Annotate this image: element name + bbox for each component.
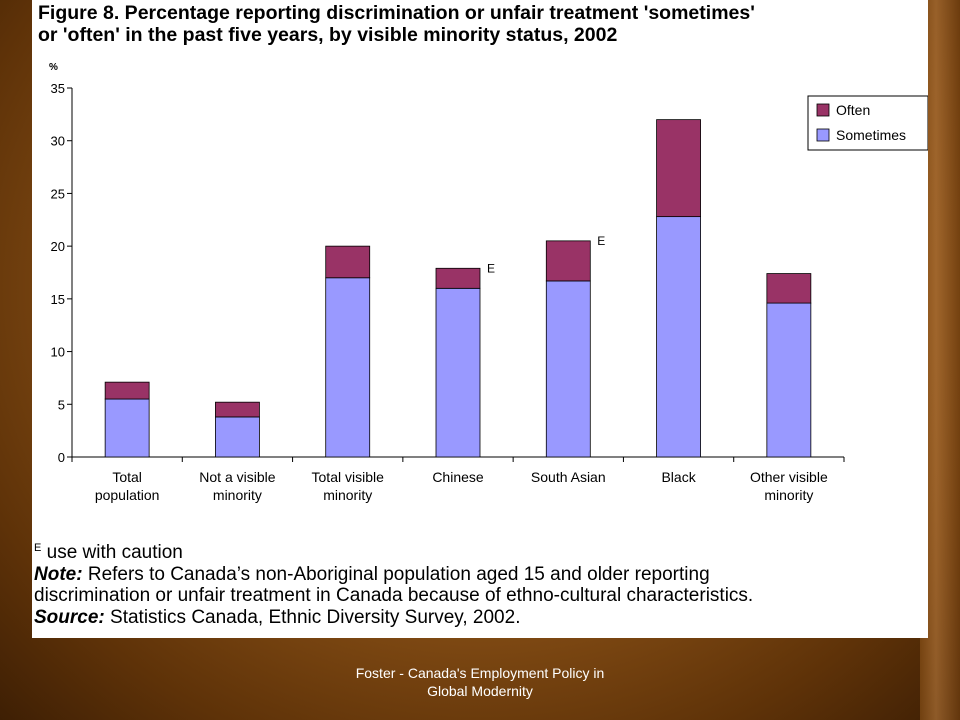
figure-title-line-1: Figure 8. Percentage reporting discrimin… [38,2,755,24]
y-tick-label: 10 [51,345,65,360]
legend-label-often: Often [836,102,870,118]
y-tick-label: 30 [51,134,65,149]
bar-often [435,267,481,289]
note-line-2: discrimination or unfair treatment in Ca… [34,585,754,606]
source-line: Source: Statistics Canada, Ethnic Divers… [34,607,926,629]
bar-often [656,119,701,218]
bar-sometimes [545,280,591,458]
figure-title-line-2: or 'often' in the past five years, by vi… [38,24,618,46]
legend-swatch-often [816,103,830,117]
bar-often [545,240,591,282]
bar-sometimes [104,398,150,458]
note-label: Note: [34,563,83,585]
bar-sometimes [325,277,371,458]
x-tick-label: minority [213,487,262,503]
figure-panel: Figure 8. Percentage reporting discrimin… [32,0,928,638]
legend-swatch-sometimes [816,128,830,142]
x-tick-label: Not a visible [199,469,275,485]
y-tick-label: 15 [51,292,65,307]
x-tick-label: Black [661,469,696,485]
caution-line: E use with caution [34,538,926,564]
x-tick-label: South Asian [531,469,606,485]
figure-title: Figure 8. Percentage reporting discrimin… [38,2,918,46]
y-tick-label: 25 [51,186,65,201]
figure-notes: E use with caution Note: Refers to Canad… [34,538,926,628]
caution-text: use with caution [41,542,183,563]
note-line-1: Note: Refers to Canada’s non-Aboriginal … [34,564,926,586]
source-text: Statistics Canada, Ethnic Diversity Surv… [104,606,521,628]
x-tick-label: Total visible [312,469,385,485]
bar-often [325,245,371,279]
slide-footer: Foster - Canada's Employment Policy in G… [320,664,640,700]
y-tick-label: 35 [51,81,65,96]
y-axis-unit-label: % [49,62,58,73]
x-tick-label: minority [323,487,372,503]
bar-often [104,381,150,400]
footer-line-1: Foster - Canada's Employment Policy in [355,665,605,681]
footer-line-2: Global Modernity [427,683,533,699]
bar-often [766,273,812,304]
y-tick-label: 20 [51,239,65,254]
bar-sometimes [435,287,481,458]
bar-sometimes [766,302,812,458]
x-tick-label: Total [112,469,142,485]
source-label: Source: [34,606,105,628]
bar-sometimes [656,216,701,458]
x-tick-label: population [95,487,160,503]
stacked-bar-chart: % 0 5 10 15 20 25 30 35 Total population Not a visi… [49,62,928,503]
note-text-1: Refers to Canada’s non-Aboriginal popula… [82,563,710,585]
x-tick-label: Chinese [432,469,484,485]
x-tick-label: Other visible [750,469,828,485]
y-tick-label: 0 [58,450,65,465]
estimate-flag: E [487,261,495,275]
x-tick-label: minority [764,487,813,503]
caution-marker: E [34,542,42,554]
legend-label-sometimes: Sometimes [836,127,906,143]
y-tick-label: 5 [58,397,65,412]
estimate-flag: E [597,234,605,248]
bar-often [215,401,260,418]
bar-sometimes [215,416,260,458]
